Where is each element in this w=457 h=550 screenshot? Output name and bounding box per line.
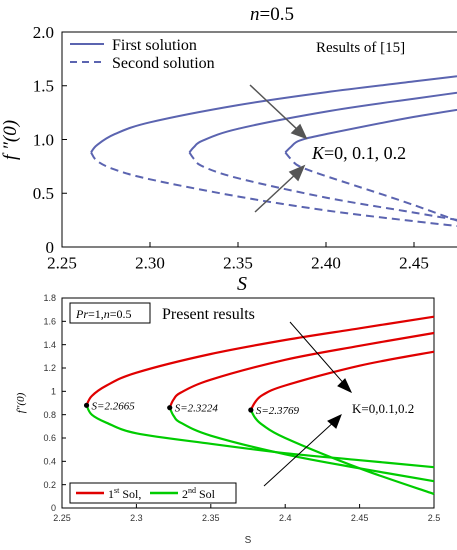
top-legend: First solution Second solution <box>70 37 215 72</box>
bottom-arrow-up <box>263 419 337 487</box>
y-tick-label: 0.6 <box>43 433 56 443</box>
top-curves <box>90 75 457 228</box>
top-arrow-up <box>254 171 299 213</box>
x-tick-label: 2.35 <box>202 513 220 523</box>
bottom-arrow-down <box>289 321 347 387</box>
top-first-solution-curve-k2 <box>284 108 457 154</box>
top-arrow-down <box>249 84 301 133</box>
critical-point-label: S=2.3769 <box>256 405 300 417</box>
bottom-chart: 00.20.40.60.811.21.41.61.8 2.25 2.3 2.35 2.… <box>15 293 440 546</box>
top-k-arrows <box>249 84 308 213</box>
legend-second-solution: Second solution <box>112 55 215 72</box>
y-tick-label: 0 <box>46 238 55 257</box>
critical-point-marker <box>248 407 254 413</box>
x-tick-label: 2.40 <box>311 254 341 273</box>
x-tick-label: 2.3 <box>130 513 143 523</box>
x-tick-label: 2.4 <box>279 513 292 523</box>
bottom-plot-frame <box>61 297 435 509</box>
bottom-arrowhead-down <box>337 378 353 394</box>
top-y-axis-label: f ″(0) <box>0 120 21 160</box>
top-second-solution-curve-k0 <box>90 151 457 228</box>
top-chart-title: n=0.5 <box>250 4 294 25</box>
bottom-x-axis: 2.25 2.3 2.35 2.4 2.45 2.5 <box>53 504 440 523</box>
top-first-solution-curve-k0 <box>90 75 457 154</box>
top-x-axis: 2.252.302.352.402.452.50 <box>47 242 429 273</box>
y-tick-label: 1.6 <box>43 316 56 326</box>
y-tick-label: 1.8 <box>43 293 56 303</box>
top-x-axis-label: S <box>237 273 247 295</box>
top-y-axis: 0 0.5 1.0 1.5 2.0 <box>33 23 67 257</box>
x-tick-label: 2.25 <box>47 254 77 273</box>
y-tick-label: 0.2 <box>43 480 56 490</box>
legend-first-sol: 1st Sol, <box>108 486 141 501</box>
x-tick-label: 2.35 <box>223 254 253 273</box>
y-tick-label: 1 <box>51 386 56 396</box>
critical-point-label: S=2.2665 <box>92 400 136 412</box>
bottom-y-axis: 0 0.2 0.4 0.6 0.8 1 1.2 1.4 1.6 1.8 <box>43 293 66 513</box>
bottom-k-arrows <box>263 321 353 487</box>
critical-point-label: S=2.3224 <box>175 403 219 415</box>
top-arrowhead-down <box>290 123 308 140</box>
x-tick-label: 2.5 <box>428 513 441 523</box>
bottom-first-solution-curve-k1 <box>168 331 435 409</box>
y-tick-label: 0 <box>51 503 56 513</box>
results-reference-label: Results of [15] <box>316 40 405 56</box>
bottom-k-values-label: K=0,0.1,0.2 <box>352 401 414 416</box>
x-tick-label: 2.25 <box>53 513 71 523</box>
top-second-solution-curve-k1 <box>188 151 457 221</box>
top-first-solution-curve-k1 <box>188 91 457 154</box>
bottom-second-solution-curve-k0 <box>85 404 435 469</box>
y-tick-label: 0.8 <box>43 410 56 420</box>
top-second-solution-curve-k2 <box>284 151 457 222</box>
y-tick-label: 2.0 <box>33 23 54 42</box>
bottom-arrowhead-up <box>327 414 342 429</box>
y-tick-label: 1.4 <box>43 340 56 350</box>
bottom-first-solution-curve-k2 <box>249 350 435 411</box>
y-tick-label: 1.2 <box>43 363 56 373</box>
legend-second-sol: 2nd Sol <box>182 486 216 501</box>
present-results-label: Present results <box>162 306 255 323</box>
x-tick-label: 2.45 <box>351 513 369 523</box>
x-tick-label: 2.45 <box>399 254 429 273</box>
y-tick-label: 1.0 <box>33 130 54 149</box>
y-tick-label: 0.5 <box>33 184 54 203</box>
critical-point-marker <box>167 405 173 411</box>
bottom-curves <box>85 315 435 496</box>
top-arrowhead-up <box>288 164 306 182</box>
bottom-first-solution-curve-k0 <box>85 315 435 406</box>
bottom-second-solution-curve-k2 <box>249 409 435 496</box>
top-chart: n=0.5 0 0.5 1.0 1.5 2.0 2.25 2.30 2.35 2.40 2.45… <box>0 4 457 295</box>
parameter-box-text: Pr=1,n=0.5 <box>75 307 132 321</box>
legend-first-solution: First solution <box>112 37 197 54</box>
top-k-values-label: K=0, 0.1, 0.2 <box>311 143 406 163</box>
bottom-y-axis-label: f″(0) <box>15 392 27 413</box>
y-tick-label: 0.4 <box>43 456 56 466</box>
x-tick-label: 2.30 <box>135 254 165 273</box>
critical-point-marker <box>83 402 90 408</box>
critical-point-labels: S=2.2665 S=2.3224 S=2.3769 <box>83 400 300 417</box>
bottom-x-axis-label: S <box>245 535 252 546</box>
bottom-legend: 1st Sol, 2nd Sol <box>69 482 237 504</box>
y-tick-label: 1.5 <box>33 77 54 96</box>
parameter-box <box>69 302 151 324</box>
